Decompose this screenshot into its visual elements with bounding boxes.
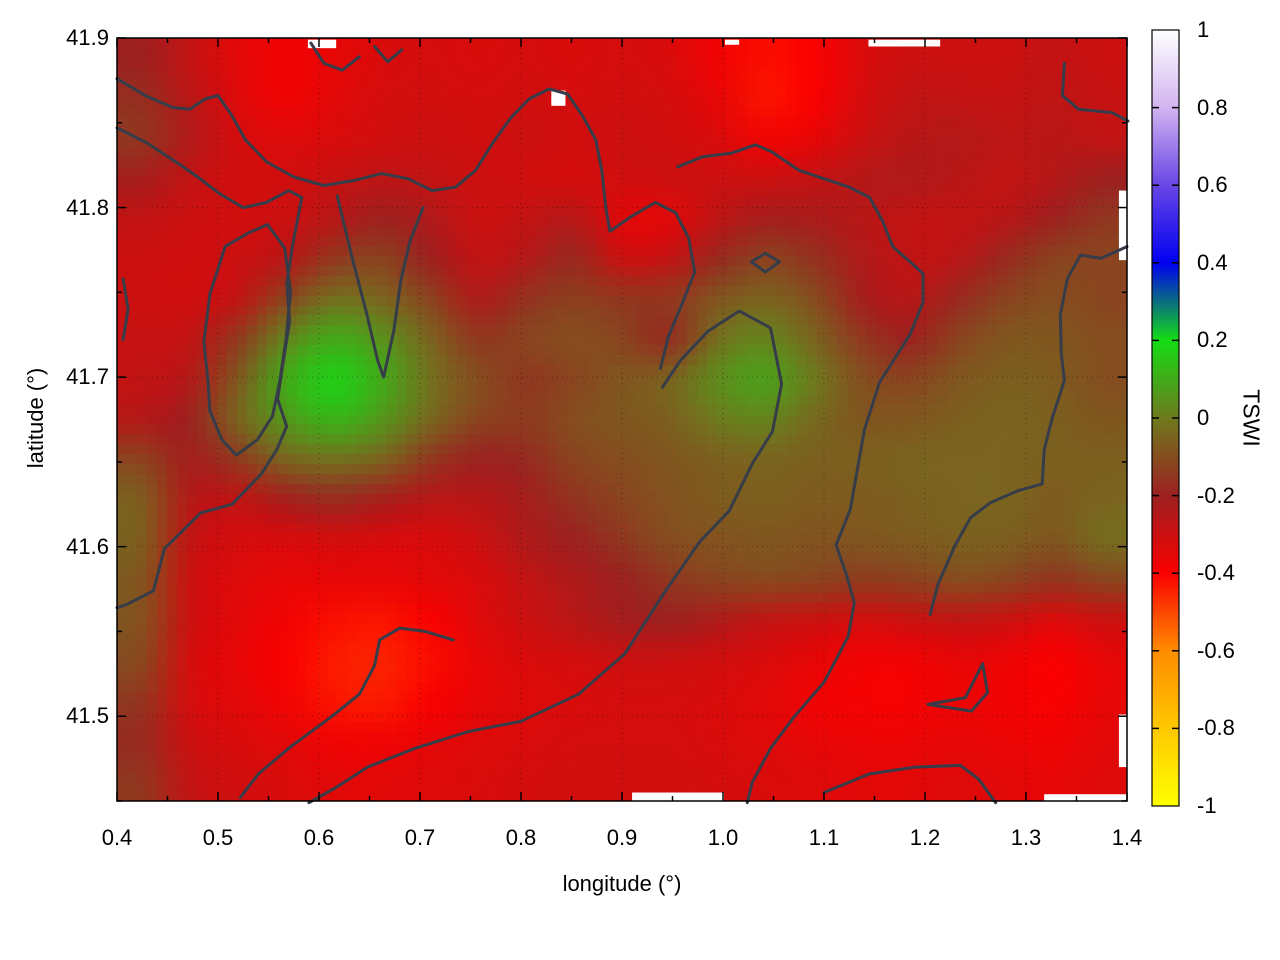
y-tick-label: 41.7 [66,364,109,390]
x-tick-label: 0.8 [505,825,537,850]
colorbar-tick-label: 0.8 [1197,94,1228,120]
colorbar-tick-label: -0.2 [1197,482,1235,508]
y-tick-label: 41.9 [66,25,109,50]
x-axis-title: longitude (°) [562,871,682,896]
colorbar-tick-label: -0.6 [1197,637,1235,663]
contour-line [238,626,455,800]
x-tick-label: 0.9 [606,825,638,850]
contour-line [307,309,784,805]
colorbar-tick-label: 0.4 [1197,249,1228,275]
y-tick-label: 41.8 [66,194,109,220]
x-tick-label: 0.7 [404,825,436,850]
missing-data-patch [1118,190,1129,261]
y-tick-label: 41.6 [66,533,109,559]
contour-line [373,45,404,64]
x-tick-label: 0.4 [101,825,133,850]
colorbar-tick-label: 0.6 [1197,172,1228,198]
missing-data-patch [632,792,725,801]
contour-line [202,223,293,457]
contour-line [309,41,361,72]
plot-border [116,37,1128,802]
colorbar-tick-label: 0.2 [1197,327,1228,353]
missing-data-patch [307,39,337,49]
x-tick-label: 1.1 [808,825,840,850]
missing-data-patch [551,90,566,106]
contour-line [115,77,697,371]
contour-line [115,126,304,610]
x-tick-label: 1.0 [707,825,739,850]
contour-line [926,662,990,713]
contour-line [822,763,998,805]
colorbar-tick-label: 1 [1197,17,1210,42]
missing-data-patch [1044,794,1129,801]
colorbar-tick-label: -1 [1197,793,1217,818]
y-tick-label: 41.5 [66,703,109,729]
colorbar-tick-label: -0.8 [1197,715,1235,741]
contour-line [928,245,1129,616]
missing-data-patch [1118,714,1129,768]
colorbar-tick-label: -0.4 [1197,560,1235,586]
contour-line [676,143,925,805]
colorbar-tick-label: 0 [1197,405,1210,430]
contour-line [749,251,782,274]
x-tick-label: 0.5 [202,825,234,850]
y-axis-title: latitude (°) [23,367,48,469]
contour-line [335,194,425,379]
contour-line [121,277,130,342]
colorbar-title: TSWI [1238,389,1265,447]
x-tick-label: 1.3 [1010,825,1042,850]
x-tick-label: 0.6 [303,825,335,850]
contour-line [1060,61,1130,123]
missing-data-patch [868,39,941,47]
x-tick-label: 1.2 [909,825,941,850]
missing-data-patch [725,39,740,45]
x-tick-label: 1.4 [1111,825,1143,850]
